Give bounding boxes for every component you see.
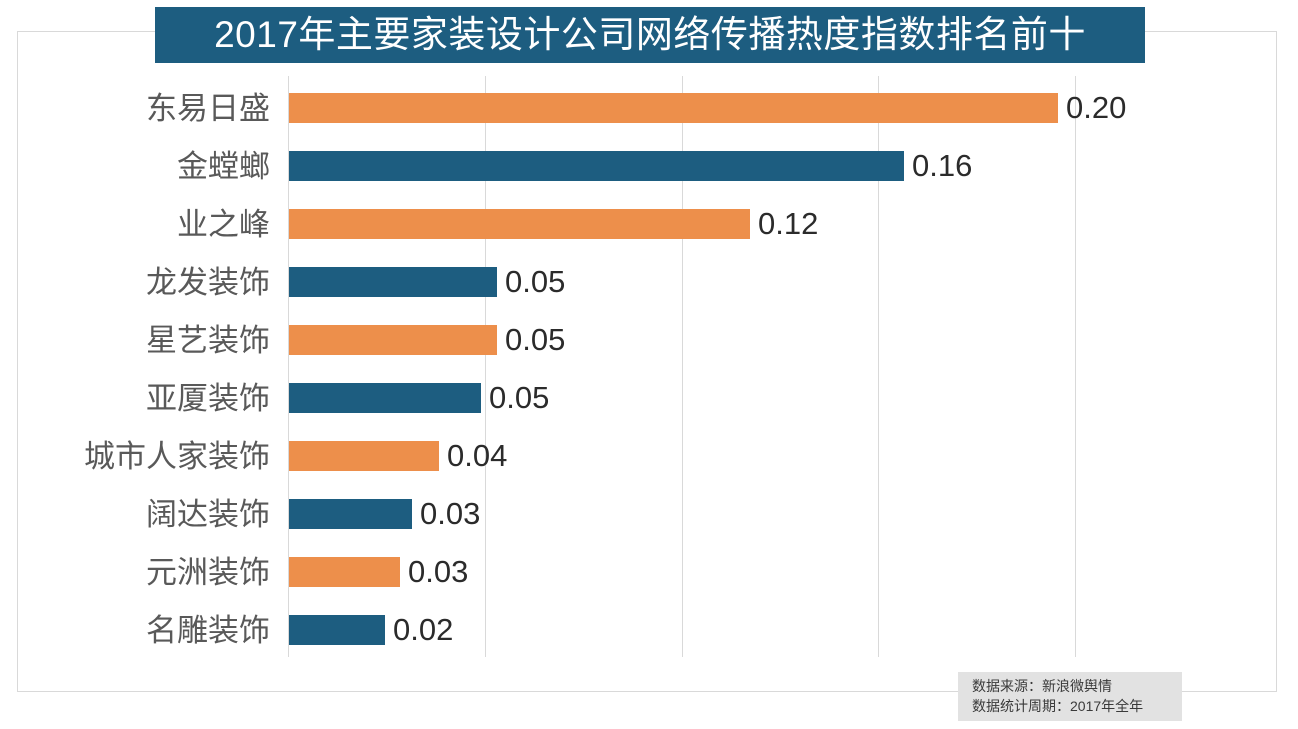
bar-value-label: 0.03 [420,496,481,531]
category-label: 星艺装饰 [146,322,270,358]
bar [289,441,439,471]
bar [289,93,1058,123]
source-note: 数据来源：新浪微舆情 数据统计周期：2017年全年 [958,672,1182,721]
bar-row: 东易日盛 0.20 [0,79,1298,137]
bar [289,151,904,181]
bar-value-label: 0.03 [408,554,469,589]
gridline [288,76,289,657]
bar-rows: 东易日盛 0.20 金螳螂 0.16 业之峰 0.12 龙发装饰 0.05 星艺装饰 0.05 亚厦… [0,76,1298,657]
category-label: 城市人家装饰 [84,438,270,474]
bar [289,383,481,413]
category-label: 东易日盛 [146,90,270,126]
source-note-line-2: 数据统计周期：2017年全年 [972,698,1144,714]
plot-area [288,76,1076,657]
chart-frame [17,31,1277,692]
category-label: 阔达装饰 [146,496,270,532]
bar [289,267,497,297]
gridline [485,76,486,657]
gridline [682,76,683,657]
bar-value-label: 0.05 [489,380,550,415]
bar-row: 星艺装饰 0.05 [0,311,1298,369]
category-label: 业之峰 [177,206,270,242]
bar-row: 龙发装饰 0.05 [0,253,1298,311]
bar-value-label: 0.05 [505,322,566,357]
gridline [1075,76,1076,657]
category-label: 金螳螂 [177,148,270,184]
bar [289,557,400,587]
bar-row: 业之峰 0.12 [0,195,1298,253]
source-note-line-1: 数据来源：新浪微舆情 [972,678,1112,694]
bar-value-label: 0.02 [393,612,454,647]
chart-title: 2017年主要家装设计公司网络传播热度指数排名前十 [155,7,1145,63]
bar-value-label: 0.20 [1066,90,1127,125]
gridline [878,76,879,657]
bar-row: 亚厦装饰 0.05 [0,369,1298,427]
category-label: 亚厦装饰 [146,380,270,416]
bar-row: 元洲装饰 0.03 [0,543,1298,601]
bar-row: 阔达装饰 0.03 [0,485,1298,543]
bar [289,499,412,529]
category-label: 龙发装饰 [146,264,270,300]
bar-value-label: 0.12 [758,206,819,241]
bar-row: 金螳螂 0.16 [0,137,1298,195]
bar-value-label: 0.05 [505,264,566,299]
bar [289,325,497,355]
bar-row: 名雕装饰 0.02 [0,601,1298,659]
bar [289,209,750,239]
bar-value-label: 0.16 [912,148,973,183]
bar-value-label: 0.04 [447,438,508,473]
category-label: 元洲装饰 [146,554,270,590]
bar-row: 城市人家装饰 0.04 [0,427,1298,485]
bar [289,615,385,645]
category-label: 名雕装饰 [146,612,270,648]
